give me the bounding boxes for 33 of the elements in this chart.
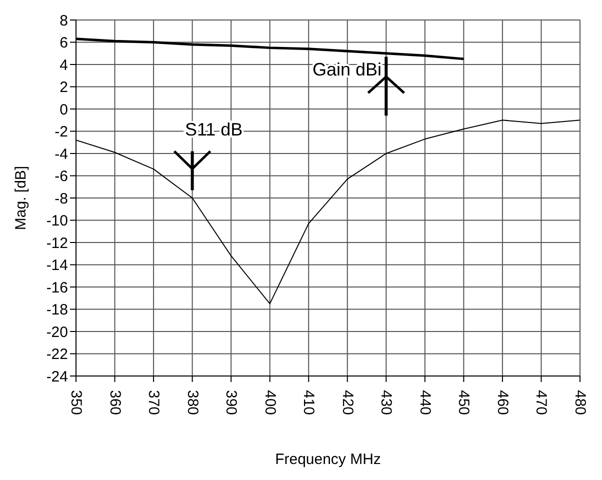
x-tick-label: 410: [300, 390, 318, 416]
x-tick-label: 400: [261, 390, 278, 416]
y-tick-label: -10: [46, 212, 68, 230]
y-tick-label: -16: [46, 279, 68, 296]
y-tick-label: -12: [46, 234, 68, 252]
x-tick-label: 450: [455, 390, 472, 416]
y-tick-label: -14: [46, 257, 68, 274]
y-tick-label: 0: [60, 101, 68, 118]
x-tick-label: 470: [532, 390, 550, 416]
y-tick-label: -24: [46, 368, 68, 386]
y-tick-label: -18: [46, 302, 68, 319]
y-tick-label: -4: [54, 146, 68, 163]
x-tick-label: 390: [222, 390, 240, 416]
y-tick-label: 6: [60, 34, 68, 52]
x-tick-label: 350: [68, 390, 84, 416]
x-tick-label: 420: [338, 390, 356, 416]
x-tick-label: 430: [378, 390, 395, 416]
x-axis-title: Frequency MHz: [275, 451, 381, 468]
y-tick-label: 4: [60, 56, 68, 74]
y-tick-label: -6: [54, 168, 68, 186]
x-tick-label: 360: [106, 390, 124, 416]
x-tick-label: 380: [184, 390, 201, 416]
y-tick-label: -2: [54, 124, 68, 141]
y-tick-label: -8: [54, 190, 68, 208]
y-tick-label: -20: [46, 324, 68, 341]
x-tick-label: 440: [416, 390, 434, 416]
x-tick-label: 460: [494, 390, 511, 416]
y-tick-label: 2: [60, 79, 68, 96]
y-tick-label: -22: [46, 346, 68, 364]
y-axis-title: Mag. [dB]: [12, 166, 30, 230]
x-tick-label: 480: [572, 390, 588, 416]
y-tick-label: 8: [60, 12, 68, 30]
x-tick-label: 370: [145, 390, 162, 416]
